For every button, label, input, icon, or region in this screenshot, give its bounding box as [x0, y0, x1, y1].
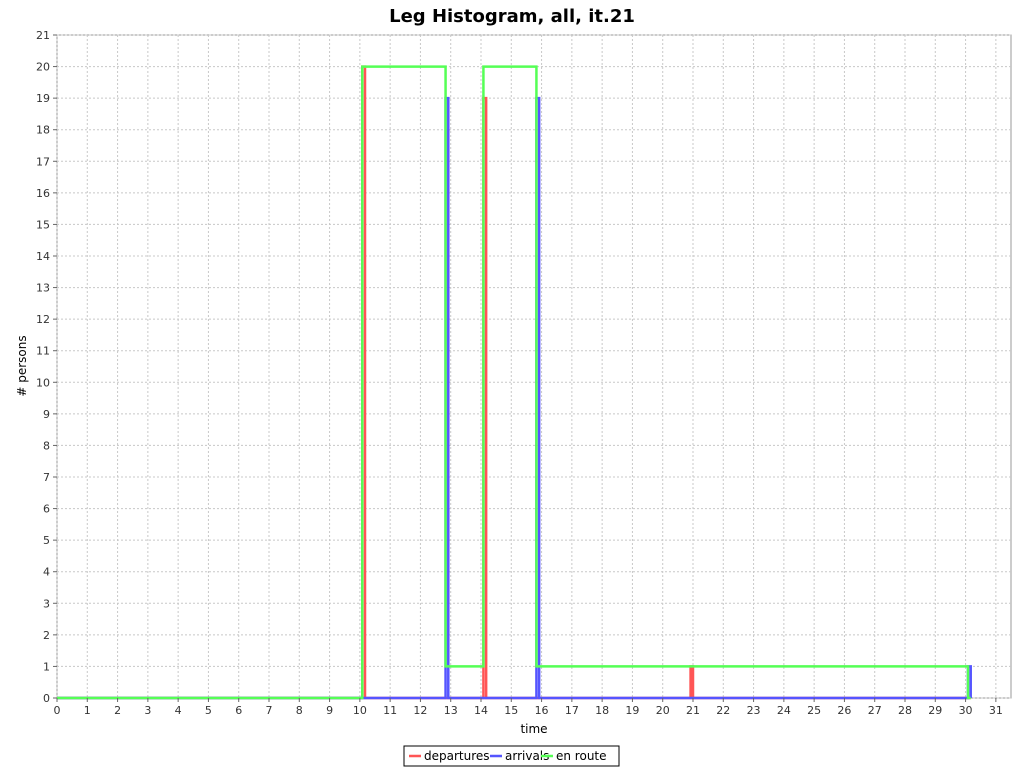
y-tick-label: 10: [36, 376, 50, 389]
y-tick-label: 9: [43, 408, 50, 421]
legend-label-departures: departures: [424, 749, 490, 763]
x-tick-label: 7: [266, 704, 273, 717]
y-tick-label: 0: [43, 692, 50, 705]
y-tick-label: 16: [36, 187, 50, 200]
legend-box: [403, 745, 620, 767]
x-tick-label: 22: [716, 704, 730, 717]
x-tick-label: 29: [928, 704, 942, 717]
x-tick-label: 1: [84, 704, 91, 717]
y-tick-label: 18: [36, 124, 50, 137]
x-tick-label: 11: [383, 704, 397, 717]
legend-label-en-route: en route: [556, 749, 607, 763]
y-tick-label: 11: [36, 345, 50, 358]
x-tick-label: 3: [144, 704, 151, 717]
x-tick-label: 24: [777, 704, 791, 717]
x-tick-label: 6: [235, 704, 242, 717]
x-tick-label: 5: [205, 704, 212, 717]
x-tick-label: 4: [175, 704, 182, 717]
y-tick-label: 15: [36, 218, 50, 231]
x-tick-label: 21: [686, 704, 700, 717]
y-tick-label: 13: [36, 282, 50, 295]
y-tick-label: 19: [36, 92, 50, 105]
x-tick-label: 0: [54, 704, 61, 717]
x-tick-label: 25: [807, 704, 821, 717]
x-tick-label: 27: [868, 704, 882, 717]
x-tick-label: 9: [326, 704, 333, 717]
x-tick-label: 14: [474, 704, 488, 717]
y-tick-label: 4: [43, 566, 50, 579]
x-axis: 0 1 2 3 4 5 6 7 8 9 10 11 12 13 14 15 16 17 18 19 20 21 22 23 24…: [54, 698, 1003, 717]
series-lines: [57, 65, 972, 700]
x-axis-label: time: [520, 722, 547, 736]
x-tick-label: 20: [656, 704, 670, 717]
y-axis-label: # persons: [15, 335, 29, 396]
y-tick-label: 12: [36, 313, 50, 326]
x-tick-label: 28: [898, 704, 912, 717]
plot-area: [56, 34, 1012, 699]
series-en-route-line: [57, 65, 971, 700]
y-tick-label: 2: [43, 629, 50, 642]
x-tick-label: 17: [565, 704, 579, 717]
y-tick-label: 1: [43, 660, 50, 673]
y-tick-label: 3: [43, 597, 50, 610]
x-tick-label: 23: [747, 704, 761, 717]
x-tick-label: 8: [296, 704, 303, 717]
legend-label-arrivals: arrivals: [505, 749, 549, 763]
y-tick-label: 7: [43, 471, 50, 484]
y-tick-label: 5: [43, 534, 50, 547]
y-tick-label: 14: [36, 250, 50, 263]
x-tick-label: 26: [837, 704, 851, 717]
x-tick-label: 12: [413, 704, 427, 717]
x-tick-label: 31: [989, 704, 1003, 717]
x-tick-label: 19: [625, 704, 639, 717]
y-tick-label: 20: [36, 61, 50, 74]
x-tick-label: 18: [595, 704, 609, 717]
y-tick-label: 6: [43, 503, 50, 516]
legend: departures arrivals en route: [403, 745, 620, 767]
x-tick-label: 30: [959, 704, 973, 717]
chart-title: Leg Histogram, all, it.21: [389, 6, 635, 27]
y-tick-label: 21: [36, 29, 50, 42]
x-tick-label: 16: [535, 704, 549, 717]
y-tick-label: 17: [36, 155, 50, 168]
x-tick-label: 2: [114, 704, 121, 717]
x-tick-label: 10: [353, 704, 367, 717]
x-tick-label: 13: [444, 704, 458, 717]
y-tick-label: 8: [43, 439, 50, 452]
x-tick-label: 15: [504, 704, 518, 717]
